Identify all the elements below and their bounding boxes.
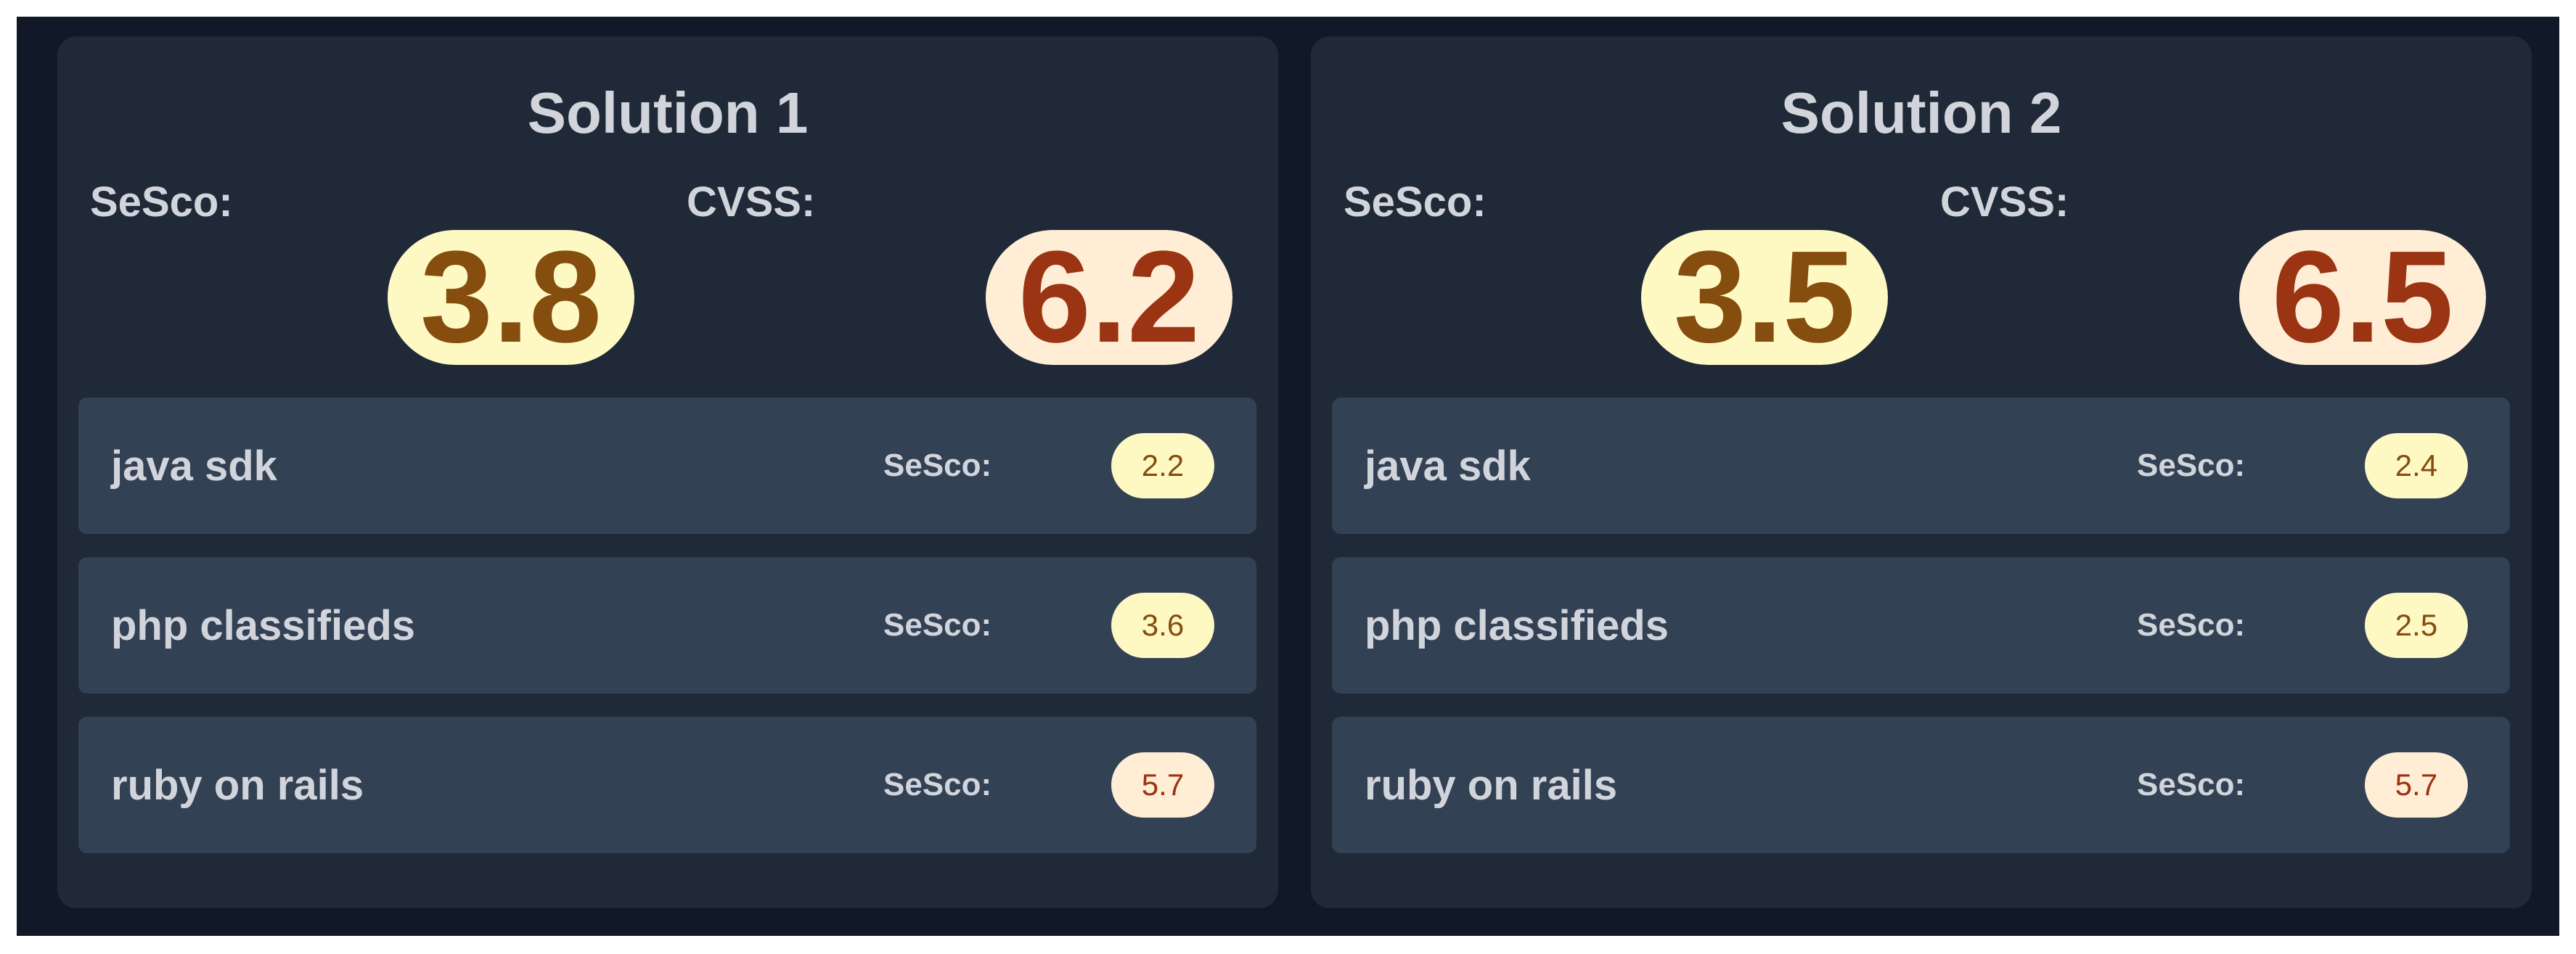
item-sesco-label: SeSco:	[883, 767, 992, 802]
solution-title: Solution 1	[527, 81, 809, 145]
cvss-label: CVSS:	[687, 178, 816, 226]
solution-card-1: Solution 1 SeSco: CVSS: 3.8 6.2 java sdk…	[57, 36, 1278, 908]
list-item[interactable]: php classifieds SeSco: 2.5	[1332, 557, 2510, 694]
item-name: php classifieds	[1365, 601, 1669, 649]
solution-title: Solution 2	[1780, 81, 2062, 145]
sesco-label: SeSco:	[90, 178, 233, 226]
item-score-badge: 2.2	[1111, 433, 1214, 498]
item-sesco-label: SeSco:	[2137, 767, 2246, 802]
item-sesco-label: SeSco:	[883, 607, 992, 643]
sesco-score-badge: 3.5	[1641, 230, 1888, 365]
list-item[interactable]: php classifieds SeSco: 3.6	[78, 557, 1256, 694]
cvss-label: CVSS:	[1940, 178, 2069, 226]
item-name: ruby on rails	[111, 761, 364, 809]
list-item[interactable]: java sdk SeSco: 2.4	[1332, 398, 2510, 534]
item-score-badge: 2.4	[2365, 433, 2468, 498]
item-score-badge: 5.7	[2365, 752, 2468, 818]
item-name: ruby on rails	[1365, 761, 1618, 809]
sesco-score-badge: 3.8	[388, 230, 634, 365]
item-score-badge: 5.7	[1111, 752, 1214, 818]
list-item[interactable]: java sdk SeSco: 2.2	[78, 398, 1256, 534]
item-name: java sdk	[111, 442, 277, 490]
item-sesco-label: SeSco:	[2137, 448, 2246, 483]
item-name: php classifieds	[111, 601, 416, 649]
solution-card-2: Solution 2 SeSco: CVSS: 3.5 6.5 java sdk…	[1311, 36, 2532, 908]
sesco-label: SeSco:	[1344, 178, 1487, 226]
list-item[interactable]: ruby on rails SeSco: 5.7	[1332, 717, 2510, 853]
item-name: java sdk	[1365, 442, 1531, 490]
item-score-badge: 2.5	[2365, 593, 2468, 658]
item-sesco-label: SeSco:	[883, 448, 992, 483]
cvss-score-badge: 6.5	[2239, 230, 2486, 365]
item-sesco-label: SeSco:	[2137, 607, 2246, 643]
dashboard: Solution 1 SeSco: CVSS: 3.8 6.2 java sdk…	[17, 17, 2559, 936]
list-item[interactable]: ruby on rails SeSco: 5.7	[78, 717, 1256, 853]
cvss-score-badge: 6.2	[986, 230, 1232, 365]
item-score-badge: 3.6	[1111, 593, 1214, 658]
